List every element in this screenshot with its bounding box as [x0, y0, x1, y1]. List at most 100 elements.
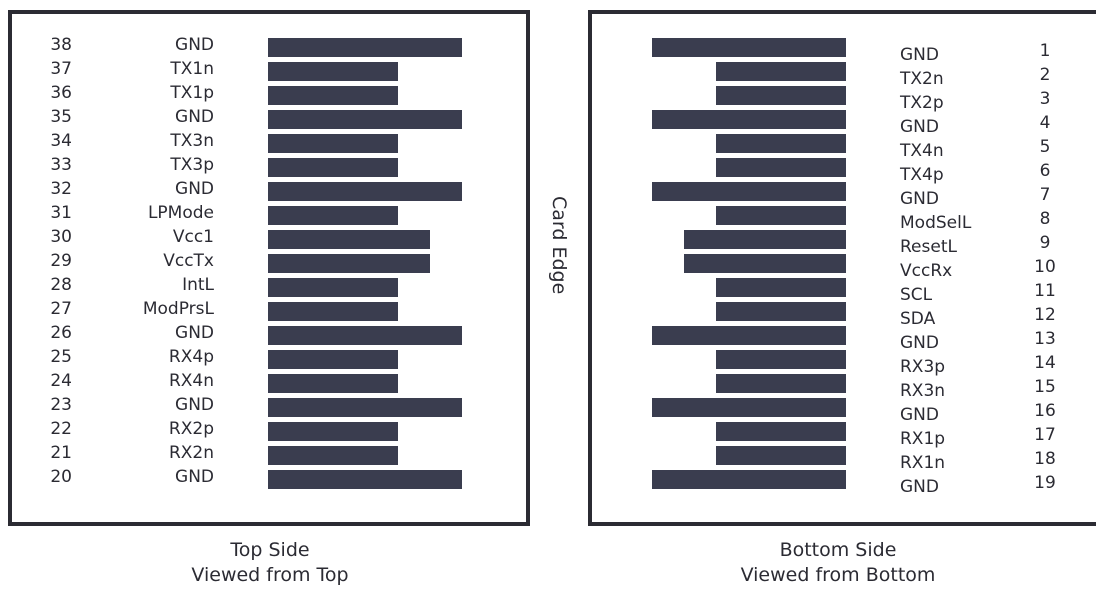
- top-contact-pad: [268, 62, 398, 81]
- top-contact-pad: [268, 470, 462, 489]
- bottom-contact-pad: [716, 158, 846, 177]
- top-pin-name: TX3p: [170, 155, 214, 175]
- top-pin-number: 23: [50, 395, 72, 415]
- bottom-contact-pad: [716, 134, 846, 153]
- top-pin-number: 30: [50, 227, 72, 247]
- bottom-pin-number: 11: [1034, 281, 1056, 301]
- top-contact-pad: [268, 134, 398, 153]
- top-contact-pad: [268, 398, 462, 417]
- top-pin-name: GND: [175, 467, 214, 487]
- bottom-pin-name: ResetL: [900, 237, 957, 257]
- top-contact-pad: [268, 302, 398, 321]
- top-pin-name: GND: [175, 35, 214, 55]
- bottom-pin-number: 17: [1034, 425, 1056, 445]
- bottom-pin-name: ModSelL: [900, 213, 972, 233]
- bottom-pin-number: 15: [1034, 377, 1056, 397]
- bottom-side-caption-title: Bottom Side: [779, 539, 897, 561]
- bottom-pin-number: 14: [1034, 353, 1056, 373]
- top-pin-number: 21: [50, 443, 72, 463]
- bottom-pin-name: SCL: [900, 285, 933, 305]
- top-pin-number: 38: [50, 35, 72, 55]
- top-pin-name: Vcc1: [172, 227, 214, 247]
- top-side-panel: [8, 10, 530, 526]
- top-pin-name: IntL: [182, 275, 214, 295]
- top-side-caption: Top Side Viewed from Top: [130, 538, 410, 588]
- top-contact-pad: [268, 182, 462, 201]
- bottom-pin-number: 1: [1039, 41, 1051, 61]
- top-pin-number: 33: [50, 155, 72, 175]
- bottom-pin-number: 4: [1039, 113, 1051, 133]
- top-pin-name: RX4p: [168, 347, 214, 367]
- top-pin-number: 32: [50, 179, 72, 199]
- top-pin-name: GND: [175, 323, 214, 343]
- bottom-pin-name: GND: [900, 477, 939, 497]
- top-contact-pad: [268, 254, 430, 273]
- bottom-pin-number: 10: [1034, 257, 1056, 277]
- bottom-contact-pad: [716, 62, 846, 81]
- top-side-caption-title: Top Side: [230, 539, 310, 561]
- bottom-contact-pad: [716, 206, 846, 225]
- bottom-pin-number: 8: [1039, 209, 1051, 229]
- top-pin-name: ModPrsL: [142, 299, 214, 319]
- top-side-caption-subtitle: Viewed from Top: [191, 564, 349, 586]
- top-pin-number: 31: [50, 203, 72, 223]
- card-edge-label: Card Edge: [548, 196, 570, 295]
- bottom-pin-name: SDA: [900, 309, 936, 329]
- top-pin-name: VccTx: [163, 251, 214, 271]
- bottom-contact-pad: [652, 326, 846, 345]
- top-contact-pad: [268, 230, 430, 249]
- top-pin-number: 36: [50, 83, 72, 103]
- top-pin-number: 28: [50, 275, 72, 295]
- top-contact-pad: [268, 422, 398, 441]
- top-contact-pad: [268, 278, 398, 297]
- top-pin-name: LPMode: [147, 203, 214, 223]
- bottom-contact-pad: [684, 230, 846, 249]
- bottom-contact-pad: [652, 182, 846, 201]
- top-pin-number: 22: [50, 419, 72, 439]
- top-contact-pad: [268, 38, 462, 57]
- bottom-contact-pad: [652, 470, 846, 489]
- top-contact-pad: [268, 86, 398, 105]
- top-contact-pad: [268, 326, 462, 345]
- top-pin-name: RX2p: [168, 419, 214, 439]
- bottom-pin-number: 18: [1034, 449, 1056, 469]
- bottom-pin-number: 19: [1034, 473, 1056, 493]
- bottom-pin-name: VccRx: [900, 261, 953, 281]
- top-pin-number: 24: [50, 371, 72, 391]
- top-contact-pad: [268, 350, 398, 369]
- top-pin-name: TX1p: [170, 83, 214, 103]
- top-pin-name: TX1n: [170, 59, 214, 79]
- bottom-side-panel: [588, 10, 1096, 526]
- bottom-pin-number: 9: [1039, 233, 1051, 253]
- top-pin-name: GND: [175, 395, 214, 415]
- bottom-side-caption: Bottom Side Viewed from Bottom: [688, 538, 988, 588]
- bottom-pin-number: 13: [1034, 329, 1056, 349]
- bottom-pin-name: GND: [900, 333, 939, 353]
- bottom-contact-pad: [652, 398, 846, 417]
- bottom-pin-name: RX3p: [900, 357, 946, 377]
- top-contact-pad: [268, 158, 398, 177]
- top-pin-name: GND: [175, 179, 214, 199]
- top-pin-name: TX3n: [170, 131, 214, 151]
- bottom-pin-name: RX1n: [900, 453, 946, 473]
- bottom-contact-pad: [716, 446, 846, 465]
- bottom-pin-number: 3: [1039, 89, 1051, 109]
- bottom-contact-pad: [716, 422, 846, 441]
- bottom-pin-number: 12: [1034, 305, 1056, 325]
- top-pin-number: 37: [50, 59, 72, 79]
- bottom-pin-name: TX4n: [900, 141, 944, 161]
- bottom-pin-name: TX2n: [900, 69, 944, 89]
- top-pin-number: 34: [50, 131, 72, 151]
- bottom-pin-name: GND: [900, 405, 939, 425]
- top-contact-pad: [268, 446, 398, 465]
- top-contact-pad: [268, 374, 398, 393]
- bottom-pin-number: 6: [1039, 161, 1051, 181]
- bottom-contact-pad: [684, 254, 846, 273]
- bottom-contact-pad: [716, 86, 846, 105]
- bottom-contact-pad: [716, 350, 846, 369]
- bottom-pin-name: TX4p: [900, 165, 944, 185]
- top-pin-number: 26: [50, 323, 72, 343]
- bottom-pin-name: GND: [900, 45, 939, 65]
- top-pin-number: 35: [50, 107, 72, 127]
- bottom-pin-name: GND: [900, 117, 939, 137]
